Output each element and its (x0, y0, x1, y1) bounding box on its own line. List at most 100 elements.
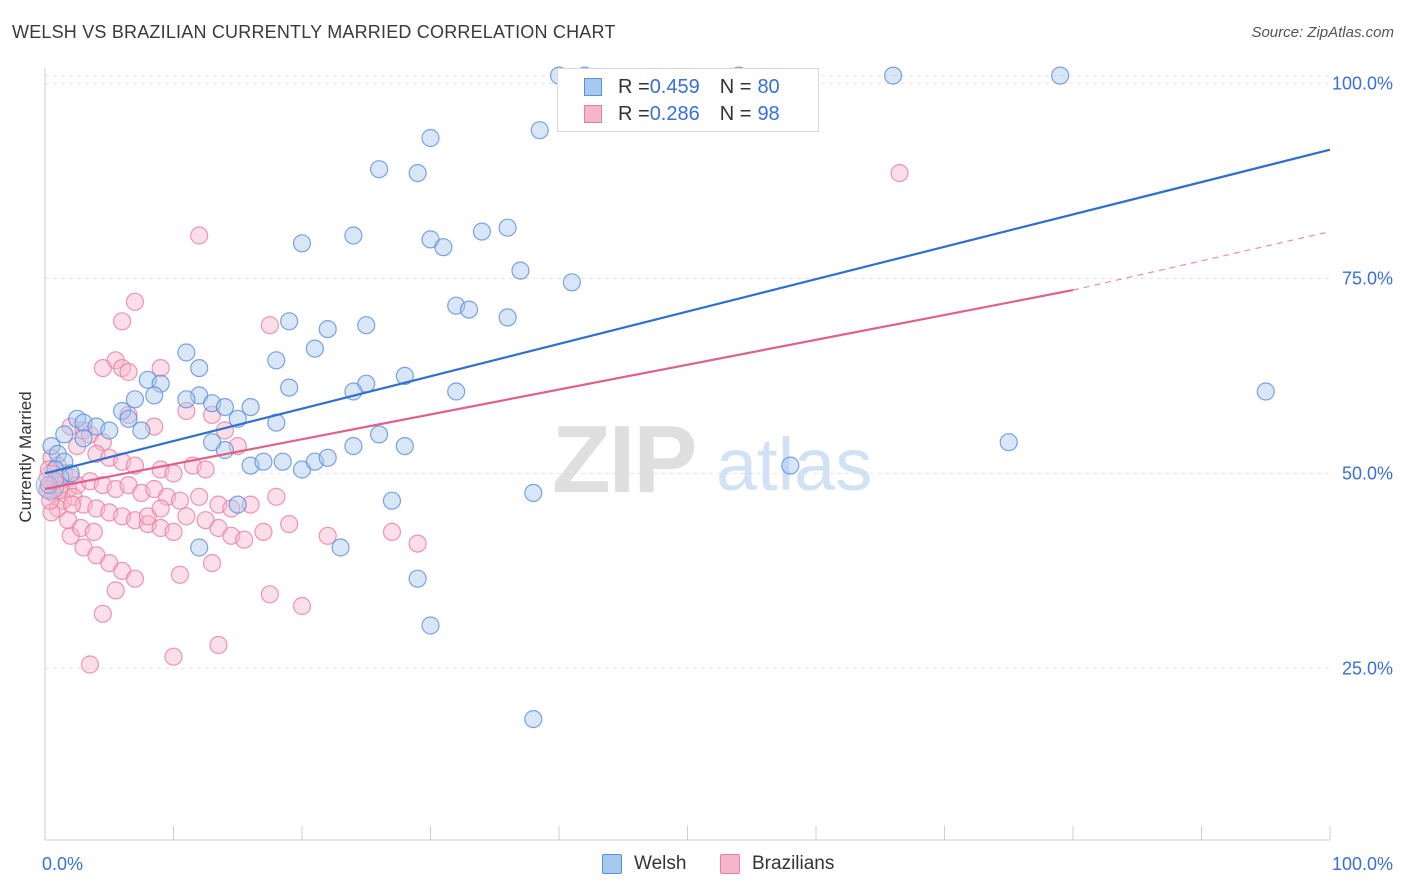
chart-title: WELSH VS BRAZILIAN CURRENTLY MARRIED COR… (12, 22, 616, 42)
brazilians-r-label: R = (618, 102, 650, 125)
brazilians-point-68 (280, 514, 299, 534)
welsh-r-value: 0.459 (649, 75, 700, 98)
welsh-point-25 (177, 343, 196, 362)
brazilians-point-49 (267, 487, 286, 506)
welsh-point-27 (190, 359, 209, 378)
legend-row-brazilians: R = 0.286 N = 98 (584, 102, 780, 126)
watermark-atlas: atlas (716, 423, 872, 506)
welsh-point-76 (1256, 382, 1275, 401)
brazilians-point-8 (93, 359, 112, 378)
brazilians-point-82 (260, 585, 279, 604)
welsh-point-14 (472, 222, 491, 241)
axes (44, 68, 1331, 841)
welsh-point-38 (125, 390, 145, 409)
welsh-point-21 (280, 312, 299, 331)
bottom-brazilians-swatch (720, 854, 740, 874)
welsh-n-label: N = (719, 75, 752, 98)
x-tick-label-start: 0.0% (42, 854, 83, 874)
watermark: ZIP atlas (552, 406, 872, 513)
bottom-welsh-label: Welsh (634, 853, 687, 874)
brazilians-point-4 (260, 316, 279, 335)
brazilians-point-0 (890, 164, 909, 183)
welsh-point-77 (331, 538, 350, 557)
welsh-point-41 (241, 398, 260, 417)
brazilians-point-87 (209, 635, 228, 655)
bottom-welsh-swatch (602, 854, 622, 874)
welsh-point-15 (498, 218, 517, 237)
y-tick-label-50: 50.0% (1342, 463, 1393, 483)
welsh-point-26 (267, 351, 286, 370)
brazilians-point-81 (202, 553, 222, 573)
grid-lines (45, 75, 1330, 669)
brazilians-point-70 (382, 522, 402, 542)
welsh-point-34 (447, 382, 466, 401)
brazilians-point-66 (235, 530, 254, 549)
correlation-legend: R = 0.459 N = 80 R = 0.286 N = 98 (557, 68, 819, 132)
welsh-point-39 (177, 390, 196, 409)
brazilians-n-value: 98 (757, 102, 780, 125)
welsh-point-48 (100, 421, 119, 440)
brazilians-point-28 (196, 460, 215, 479)
brazilians-trend-line (44, 289, 1074, 491)
welsh-point-7 (421, 128, 440, 148)
brazilians-point-9 (151, 359, 170, 378)
brazilians-point-93 (84, 522, 103, 542)
welsh-point-69 (74, 429, 93, 448)
brazilians-point-2 (125, 292, 145, 311)
welsh-point-17 (562, 273, 581, 292)
welsh-point-47 (55, 425, 74, 444)
welsh-point-57 (273, 452, 292, 471)
x-tick-label-end: 100.0% (1332, 854, 1393, 874)
brazilians-point-48 (241, 495, 260, 514)
brazilians-point-62 (177, 507, 196, 526)
welsh-point-78 (190, 538, 209, 557)
brazilians-point-61 (164, 522, 183, 542)
brazilians-point-84 (93, 604, 112, 623)
brazilians-point-67 (254, 522, 273, 542)
watermark-zip: ZIP (552, 406, 695, 513)
bottom-legend-welsh[interactable]: Welsh (602, 851, 686, 877)
welsh-point-60 (318, 448, 337, 467)
trend-lines (44, 148, 1331, 491)
y-tick-label-100: 100.0% (1332, 73, 1393, 93)
welsh-point-10 (292, 234, 312, 253)
brazilians-point-45 (190, 487, 209, 506)
welsh-point-20 (498, 308, 517, 327)
brazilians-point-13 (93, 433, 112, 452)
welsh-point-61 (202, 433, 222, 452)
welsh-point-75 (999, 433, 1018, 452)
bottom-legend-brazilians[interactable]: Brazilians (720, 851, 834, 877)
brazilians-swatch (584, 105, 602, 123)
welsh-point-6 (530, 121, 549, 140)
welsh-point-80 (421, 616, 440, 635)
welsh-point-9 (408, 164, 427, 183)
source-label: Source: ZipAtlas.com (1251, 24, 1394, 41)
welsh-point-16 (511, 261, 530, 280)
welsh-point-71 (228, 495, 247, 514)
welsh-n-value: 80 (757, 75, 780, 98)
brazilians-point-77 (125, 569, 145, 588)
welsh-swatch (584, 78, 602, 96)
brazilians-point-79 (151, 499, 170, 518)
welsh-point-24 (305, 339, 324, 358)
welsh-trend-line (44, 148, 1331, 475)
brazilians-point-86 (164, 647, 183, 666)
welsh-point-74 (781, 456, 800, 475)
bottom-brazilians-label: Brazilians (752, 853, 835, 874)
welsh-point-51 (370, 425, 389, 444)
welsh-point-36 (145, 386, 164, 405)
y-tick-label-25: 25.0% (1342, 658, 1393, 678)
tick-labels: 25.0% 50.0% 75.0% 100.0% 0.0% 100.0% (42, 73, 1393, 874)
welsh-point-4 (1051, 66, 1070, 85)
brazilians-point-97 (62, 495, 82, 514)
welsh-point-68 (61, 464, 80, 483)
welsh-point-40 (215, 398, 234, 417)
brazilians-point-71 (408, 534, 427, 553)
welsh-point-81 (524, 709, 543, 729)
welsh-point-79 (408, 569, 427, 588)
welsh-point-28 (395, 366, 414, 385)
welsh-point-56 (254, 452, 273, 471)
welsh-point-3 (883, 66, 903, 85)
welsh-point-52 (395, 437, 414, 456)
